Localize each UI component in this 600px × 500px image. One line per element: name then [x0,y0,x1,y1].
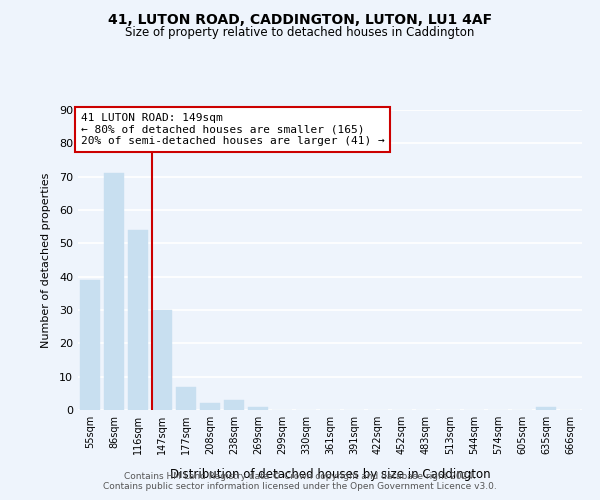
Bar [104,174,124,410]
Bar [536,406,556,410]
Bar [248,406,268,410]
Bar [200,404,220,410]
Text: Contains HM Land Registry data © Crown copyright and database right 2024.: Contains HM Land Registry data © Crown c… [124,472,476,481]
Text: Contains public sector information licensed under the Open Government Licence v3: Contains public sector information licen… [103,482,497,491]
Text: Size of property relative to detached houses in Caddington: Size of property relative to detached ho… [125,26,475,39]
X-axis label: Distribution of detached houses by size in Caddington: Distribution of detached houses by size … [170,468,490,481]
Bar [152,310,172,410]
Bar [80,280,100,410]
Bar [176,386,196,410]
Text: 41, LUTON ROAD, CADDINGTON, LUTON, LU1 4AF: 41, LUTON ROAD, CADDINGTON, LUTON, LU1 4… [108,12,492,26]
Bar [128,230,148,410]
Y-axis label: Number of detached properties: Number of detached properties [41,172,50,348]
Bar [224,400,244,410]
Text: 41 LUTON ROAD: 149sqm
← 80% of detached houses are smaller (165)
20% of semi-det: 41 LUTON ROAD: 149sqm ← 80% of detached … [80,113,384,146]
